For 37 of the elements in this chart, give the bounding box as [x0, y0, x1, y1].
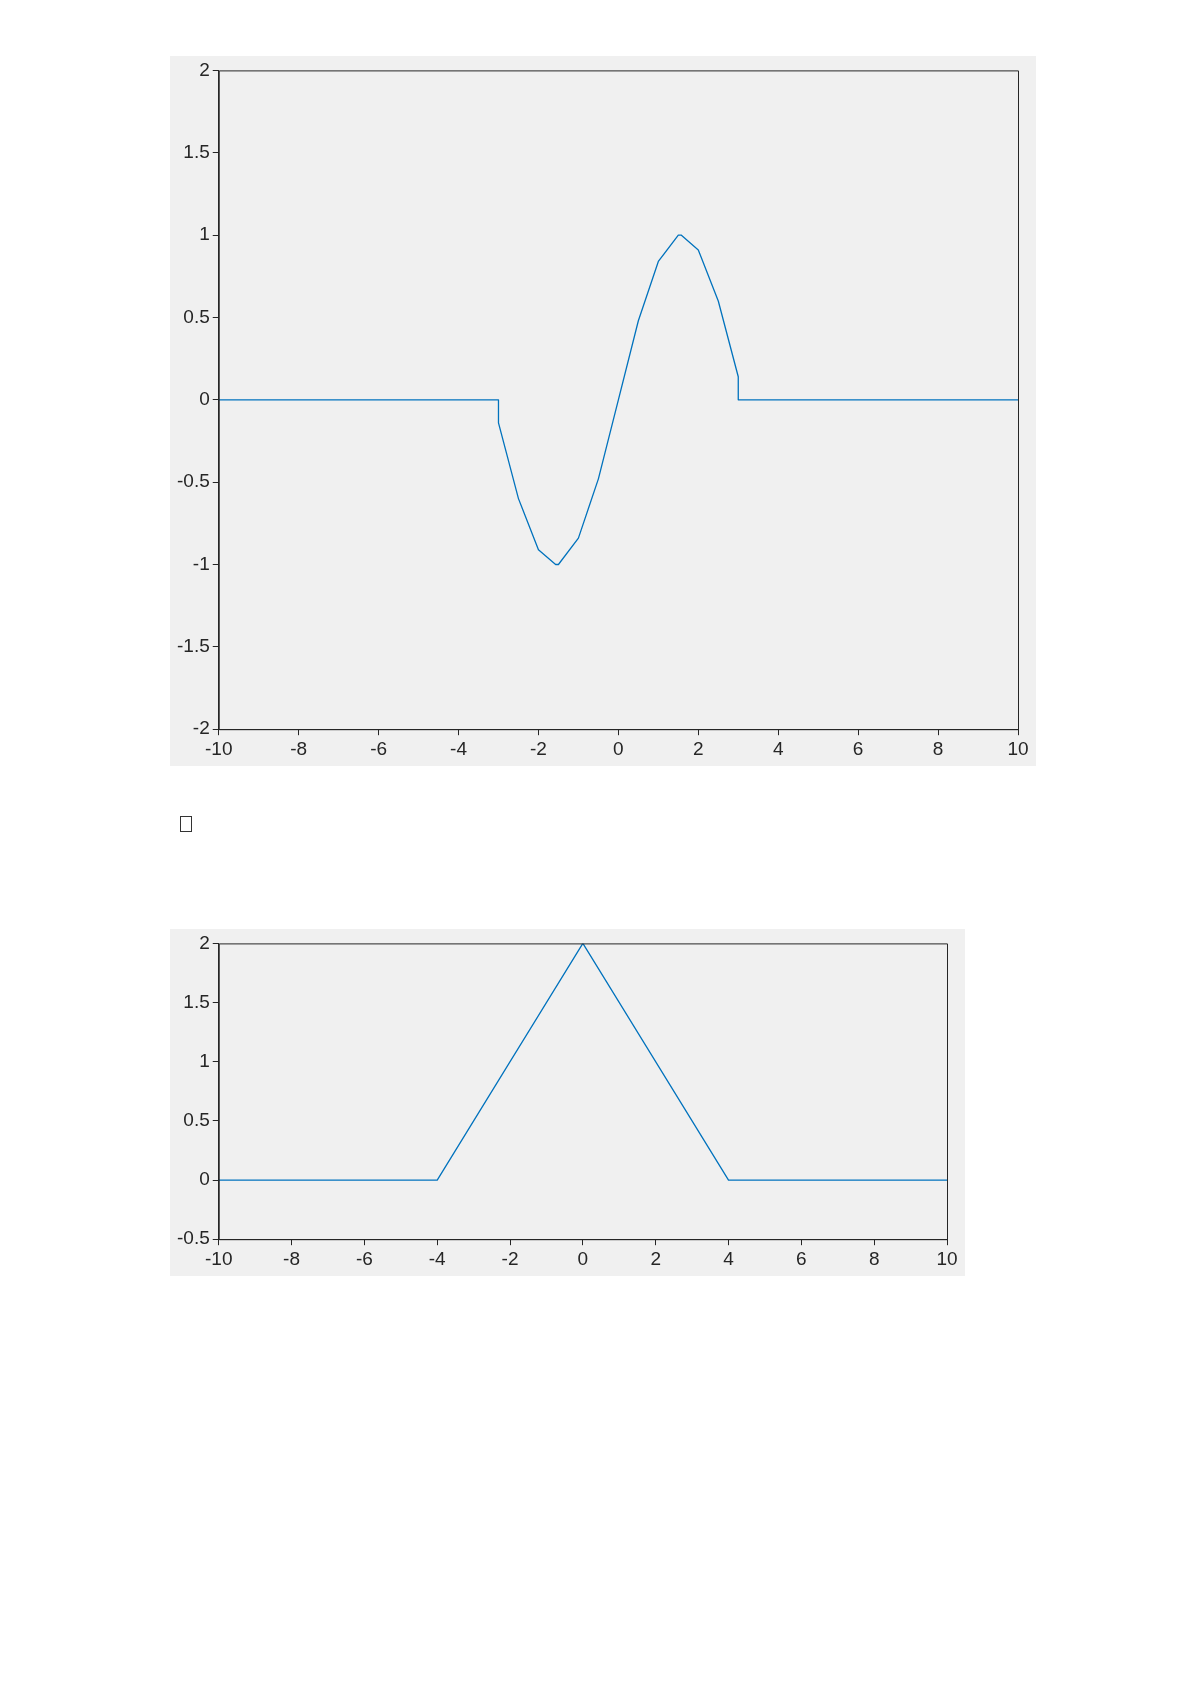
x-tick-label: 2: [693, 737, 704, 759]
x-tick-label: 4: [723, 1247, 735, 1269]
y-tick-label: -2: [192, 717, 210, 739]
y-tick-label: 2: [199, 931, 210, 953]
x-tick-label: -10: [205, 1247, 233, 1269]
x-tick-label: 8: [932, 737, 944, 759]
y-tick-label: 1.5: [183, 140, 210, 162]
x-tick-label: -6: [355, 1247, 373, 1269]
x-tick-label: 0: [577, 1247, 589, 1269]
y-tick-label: 1: [199, 1049, 210, 1071]
x-tick-label: -8: [283, 1247, 301, 1269]
x-tick-label: 8: [868, 1247, 880, 1269]
y-tick-label: 2: [199, 58, 210, 80]
x-tick-label: 0: [613, 737, 624, 759]
x-tick-label: -10: [205, 737, 233, 759]
y-tick-label: 0: [199, 1168, 210, 1190]
x-tick-label: -4: [450, 737, 468, 759]
y-tick-label: 1.5: [183, 990, 210, 1012]
x-tick-label: 6: [796, 1247, 807, 1269]
x-tick-label: -8: [290, 737, 308, 759]
y-tick-label: -1.5: [176, 635, 210, 657]
x-tick-label: -2: [501, 1247, 519, 1269]
y-tick-label: -0.5: [176, 1227, 210, 1249]
y-tick-label: 0.5: [183, 1109, 210, 1131]
x-tick-label: 6: [852, 737, 864, 759]
x-tick-label: -6: [370, 737, 388, 759]
x-tick-label: 10: [1007, 737, 1029, 759]
x-tick-label: 10: [936, 1247, 958, 1269]
x-tick-label: 4: [772, 737, 784, 759]
y-tick-label: 0.5: [183, 305, 210, 327]
x-tick-label: -2: [529, 737, 547, 759]
y-tick-label: -1: [192, 552, 210, 574]
y-tick-label: 1: [199, 223, 210, 245]
y-tick-label: -0.5: [176, 470, 210, 492]
x-tick-label: -4: [428, 1247, 447, 1269]
y-tick-label: 0: [199, 388, 210, 410]
x-tick-label: 2: [650, 1247, 661, 1269]
